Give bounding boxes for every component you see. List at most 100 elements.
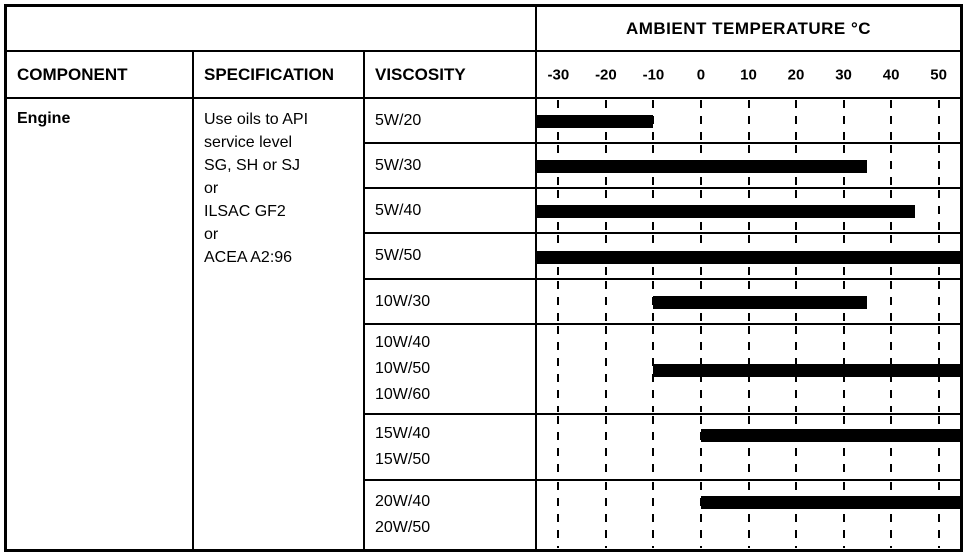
temperature-range-cell <box>537 481 960 549</box>
temperature-axis-ticks: -30 -20 -10 0 10 20 30 40 50 <box>537 52 960 97</box>
table-body: Engine Use oils to API service level SG,… <box>7 99 960 549</box>
viscosity-rows: 5W/20 5W/30 5W/40 5W/50 10W/30 10W/40 10W/50 10… <box>365 99 960 549</box>
viscosity-label: 5W/20 <box>375 111 422 129</box>
specification-column-header: SPECIFICATION <box>194 52 365 97</box>
dashed-gridline <box>652 416 655 478</box>
tick-label: -20 <box>595 66 617 83</box>
dashed-gridline <box>842 100 845 141</box>
dashed-gridline <box>604 326 607 412</box>
dashed-gridline <box>937 145 940 186</box>
viscosity-row: 10W/30 <box>365 280 960 325</box>
viscosity-label: 15W/40 <box>375 425 431 442</box>
temperature-bar <box>700 428 960 442</box>
temperature-bar <box>537 205 915 218</box>
viscosity-row: 5W/40 <box>365 189 960 234</box>
dashed-gridline <box>747 416 750 478</box>
dashed-gridline <box>699 100 702 141</box>
temperature-bar <box>653 296 868 309</box>
tick-label: 10 <box>740 66 757 83</box>
temperature-range-cell <box>537 189 960 232</box>
dashed-gridline <box>557 416 560 478</box>
dashed-gridline <box>937 416 940 478</box>
dashed-gridline <box>890 416 893 478</box>
dashed-gridline <box>795 482 798 548</box>
dashed-gridline <box>890 100 893 141</box>
viscosity-label-cell: 5W/30 <box>365 144 537 187</box>
viscosity-label: 10W/40 <box>375 334 431 351</box>
ambient-temperature-title: AMBIENT TEMPERATURE °C <box>625 18 872 38</box>
dashed-gridline <box>937 100 940 141</box>
temperature-range-cell <box>537 280 960 323</box>
dashed-gridline <box>604 416 607 478</box>
component-column-header: COMPONENT <box>7 52 194 97</box>
viscosity-row: 5W/20 <box>365 99 960 144</box>
viscosity-label: 10W/30 <box>375 292 431 310</box>
tick-label: -10 <box>642 66 665 83</box>
tick-label: 50 <box>930 66 947 83</box>
temperature-bar <box>537 160 868 173</box>
temperature-range-cell <box>537 325 960 413</box>
dashed-gridline <box>557 326 560 412</box>
viscosity-row: 5W/50 <box>365 234 960 280</box>
viscosity-label-cell: 5W/50 <box>365 234 537 278</box>
viscosity-row: 10W/40 10W/50 10W/60 <box>365 325 960 415</box>
viscosity-chart-table: AMBIENT TEMPERATURE °C COMPONENT SPECIFI… <box>4 4 963 552</box>
dashed-gridline <box>937 190 940 231</box>
viscosity-label: 5W/30 <box>375 156 422 174</box>
dashed-gridline <box>795 100 798 141</box>
temperature-range-cell <box>537 99 960 142</box>
viscosity-label: 5W/50 <box>375 247 422 264</box>
dashed-gridline <box>604 482 607 548</box>
dashed-gridline <box>795 416 798 478</box>
temperature-range-cell <box>537 234 960 278</box>
dashed-gridline <box>699 482 702 548</box>
dashed-gridline <box>747 100 750 141</box>
viscosity-label-cell: 10W/30 <box>365 280 537 323</box>
viscosity-row: 5W/30 <box>365 144 960 189</box>
dashed-gridline <box>937 482 940 548</box>
viscosity-column-header: VISCOSITY <box>365 52 537 97</box>
dashed-gridline <box>842 416 845 478</box>
temperature-range-cell <box>537 144 960 187</box>
viscosity-row: 20W/40 20W/50 <box>365 481 960 549</box>
specification-cell: Use oils to API service level SG, SH or … <box>194 99 365 549</box>
component-cell: Engine <box>7 99 194 549</box>
viscosity-label: 10W/50 <box>375 360 431 377</box>
viscosity-label: 20W/40 <box>375 493 431 510</box>
tick-label: 30 <box>835 66 852 83</box>
viscosity-label: 10W/60 <box>375 386 431 403</box>
temperature-bar <box>537 250 960 264</box>
dashed-gridline <box>604 281 607 322</box>
viscosity-label-cell: 15W/40 15W/50 <box>365 415 537 479</box>
tick-label: 0 <box>696 66 706 83</box>
viscosity-label-cell: 5W/20 <box>365 99 537 142</box>
temperature-bar <box>537 115 654 128</box>
viscosity-label: 5W/40 <box>375 201 422 219</box>
tick-label: 40 <box>882 66 900 83</box>
dashed-gridline <box>557 482 560 548</box>
column-header-row: COMPONENT SPECIFICATION VISCOSITY -30 -20… <box>7 52 960 99</box>
viscosity-row: 15W/40 15W/50 <box>365 415 960 481</box>
tick-label: 20 <box>787 66 805 83</box>
tick-label: -30 <box>547 66 570 83</box>
temperature-bar <box>700 495 960 509</box>
dashed-gridline <box>937 281 940 322</box>
dashed-gridline <box>652 100 655 141</box>
temperature-bar <box>653 363 960 377</box>
dashed-gridline <box>890 482 893 548</box>
viscosity-label: 20W/50 <box>375 519 431 536</box>
dashed-gridline <box>747 482 750 548</box>
dashed-gridline <box>699 416 702 478</box>
dashed-gridline <box>652 482 655 548</box>
viscosity-label-cell: 5W/40 <box>365 189 537 232</box>
dashed-gridline <box>890 145 893 186</box>
dashed-gridline <box>557 281 560 322</box>
temperature-range-cell <box>537 415 960 479</box>
viscosity-label-cell: 20W/40 20W/50 <box>365 481 537 549</box>
viscosity-label-cell: 10W/40 10W/50 10W/60 <box>365 325 537 413</box>
dashed-gridline <box>842 482 845 548</box>
title-row: AMBIENT TEMPERATURE °C <box>7 7 960 52</box>
title-row-empty-cell <box>7 7 537 50</box>
viscosity-label: 15W/50 <box>375 451 431 468</box>
